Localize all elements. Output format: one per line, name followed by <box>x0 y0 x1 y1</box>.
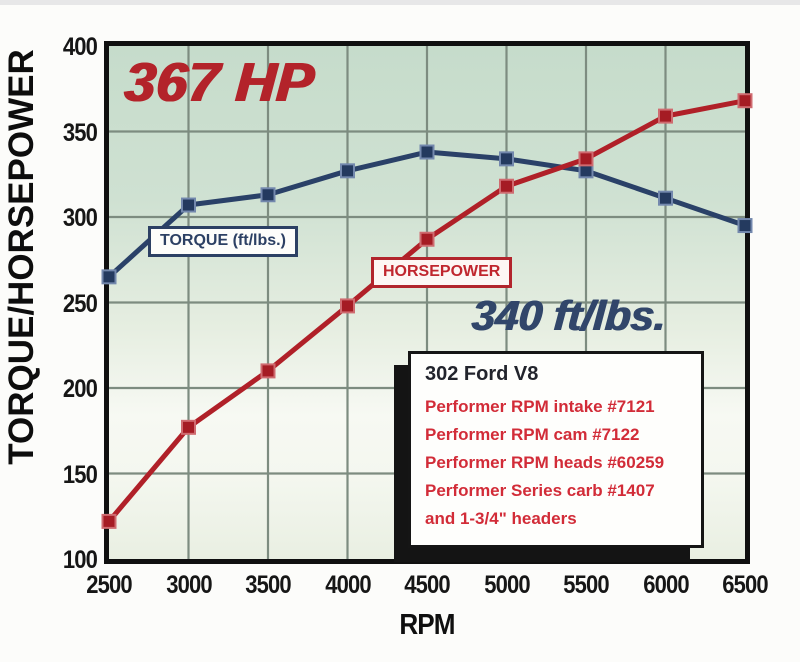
horsepower-marker <box>419 231 435 247</box>
torque-marker <box>737 218 753 234</box>
horsepower-marker <box>737 93 753 109</box>
horsepower-marker <box>340 298 355 314</box>
engine-spec-box: 302 Ford V8 Performer RPM intake #7121 Pe… <box>408 351 704 548</box>
y-tick-label: 200 <box>62 375 98 403</box>
y-tick-label: 300 <box>62 204 98 232</box>
x-tick-label: 3000 <box>165 571 212 599</box>
engine-spec-line: Performer RPM intake #7121 <box>425 397 655 416</box>
torque-marker <box>181 197 196 213</box>
x-tick-label: 2500 <box>86 571 132 599</box>
torque-marker <box>340 163 355 179</box>
torque-marker <box>101 269 117 285</box>
horsepower-series-label: HORSEPOWER <box>371 257 513 288</box>
horsepower-marker <box>658 108 673 124</box>
scan-edge-strip <box>0 0 800 5</box>
engine-spec-title: 302 Ford V8 <box>425 363 539 385</box>
x-tick-label: 4000 <box>324 571 371 599</box>
x-tick-label: 3500 <box>245 571 291 599</box>
y-tick-label: 150 <box>62 460 98 489</box>
hp-peak-annotation: 367 HP <box>122 51 317 113</box>
torque-series-label: TORQUE (ft/lbs.) <box>148 226 298 257</box>
x-tick-label: 5500 <box>563 571 609 599</box>
horsepower-marker <box>578 151 594 167</box>
engine-spec-line: Performer Series carb #1407 <box>425 481 655 500</box>
x-tick-label: 5000 <box>483 571 530 599</box>
engine-spec-line: Performer RPM cam #7122 <box>425 425 640 444</box>
engine-spec-lines: Performer RPM intake #7121 Performer RPM … <box>425 393 689 533</box>
horsepower-marker <box>181 419 196 435</box>
engine-spec-line: and 1-3/4" headers <box>425 509 577 528</box>
y-axis-title: TORQUE/HORSEPOWER <box>2 49 41 465</box>
horsepower-marker <box>260 363 276 379</box>
engine-spec-line: Performer RPM heads #60259 <box>425 453 665 472</box>
x-tick-label: 4500 <box>404 571 450 599</box>
torque-peak-annotation: 340 ft/lbs. <box>470 292 668 339</box>
y-tick-label: 350 <box>62 118 98 147</box>
x-axis-title: RPM <box>399 609 455 641</box>
y-tick-label: 250 <box>62 289 98 318</box>
y-tick-label: 400 <box>62 33 98 61</box>
x-tick-label: 6000 <box>642 571 689 599</box>
horsepower-marker <box>101 513 117 529</box>
torque-marker <box>260 187 276 203</box>
horsepower-marker <box>499 178 514 194</box>
y-tick-label: 100 <box>62 546 98 574</box>
torque-marker <box>499 151 514 167</box>
torque-marker <box>658 190 673 206</box>
x-tick-label: 6500 <box>722 571 768 599</box>
torque-marker <box>419 144 435 160</box>
